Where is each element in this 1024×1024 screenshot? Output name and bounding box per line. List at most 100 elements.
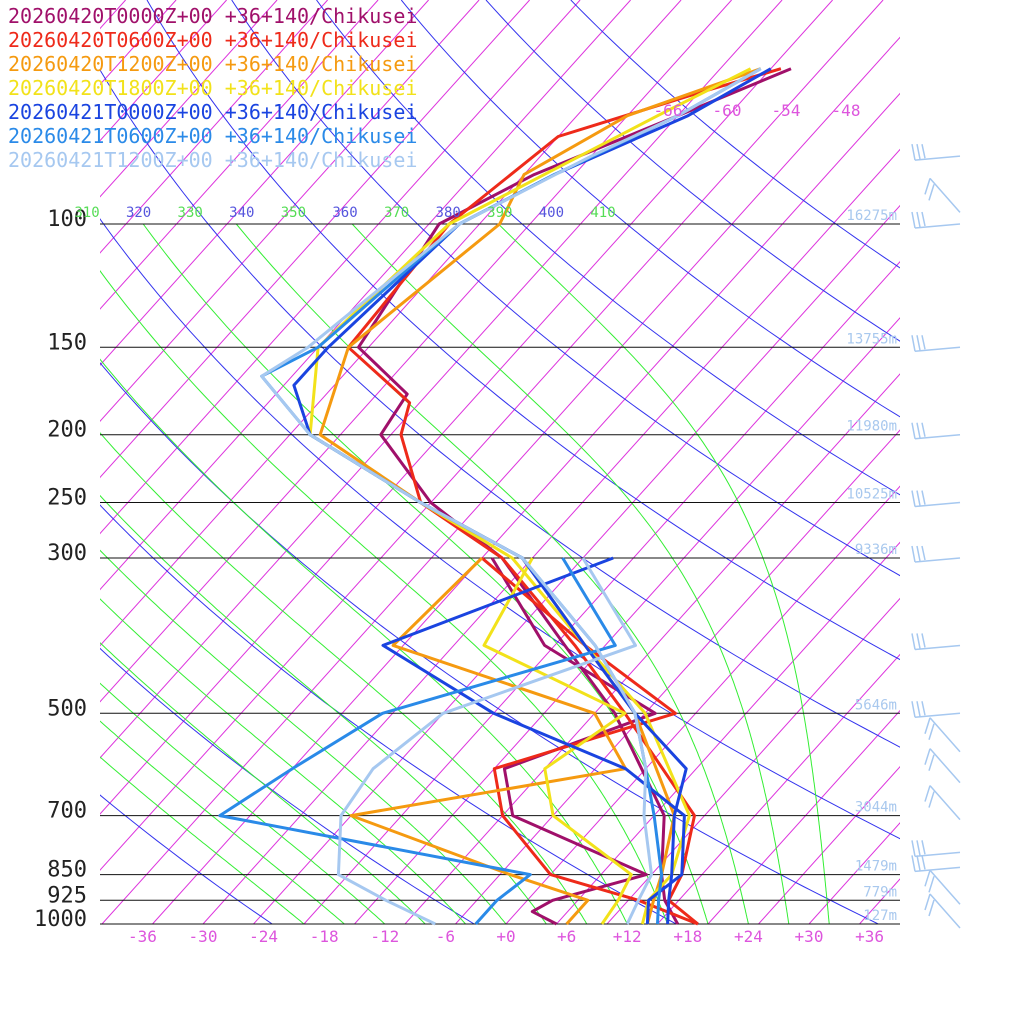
theta-label: 370 (384, 205, 409, 221)
dry-adiabat-line (316, 0, 900, 496)
temperature-tick-label: +18 (673, 927, 702, 946)
wind-barb-icon (911, 701, 961, 719)
temperature-tick-label: -30 (189, 927, 218, 946)
temperature-tick-label: -12 (370, 927, 399, 946)
pressure-tick-label: 100 (47, 207, 87, 232)
isotherm-line (455, 429, 900, 924)
wind-barb-icon (911, 855, 961, 873)
isotherm-line (100, 0, 530, 479)
wind-barb-icon (924, 869, 961, 905)
pressure-tick-label: 300 (47, 541, 87, 566)
theta-label: 310 (74, 205, 99, 221)
moist-adiabat-line (142, 223, 709, 924)
isotherm-line (100, 0, 682, 647)
isotherm-line (758, 766, 900, 924)
legend-entry: 20260420T0000Z+00 +36+140/Chikusei (8, 4, 418, 28)
isotherm-line (707, 709, 900, 924)
height-label: 16275m (846, 208, 897, 224)
isotherm-line (100, 0, 480, 422)
height-label: 779m (863, 884, 897, 900)
wind-barb-icon (924, 177, 961, 213)
dry-adiabat-line (570, 0, 900, 269)
wind-barb-icon (911, 490, 961, 508)
theta-label: 350 (281, 205, 306, 221)
isotherm-line (606, 597, 900, 924)
dry-adiabat-line (100, 647, 475, 924)
dry-adiabat-line (485, 0, 900, 342)
isotherm-line (100, 0, 783, 759)
upper-temperature-label: -66 (654, 101, 683, 120)
dry-adiabat-line (100, 68, 900, 748)
wind-barb-icon (924, 717, 961, 753)
theta-label: 320 (126, 205, 151, 221)
dry-adiabat-line (100, 504, 677, 924)
isotherm-line (101, 36, 900, 924)
isotherm-line (100, 0, 581, 535)
isotherm-line (100, 0, 833, 815)
isotherm-line (859, 878, 900, 924)
height-label: 11980m (846, 419, 897, 435)
moist-adiabat-line (100, 270, 669, 924)
isotherm-line (556, 541, 900, 924)
pressure-tick-label: 1000 (34, 907, 87, 932)
temperature-profile-line (308, 67, 752, 925)
wind-barb-icon (911, 144, 961, 161)
pressure-tick-label: 500 (47, 696, 87, 721)
wind-barb-icon (911, 335, 961, 353)
theta-label: 380 (436, 205, 461, 221)
pressure-tick-label: 250 (47, 486, 87, 511)
isotherm-line (253, 204, 900, 924)
theta-label: 340 (229, 205, 254, 221)
height-label: 3044m (855, 800, 897, 816)
dewpoint-profile-line (381, 556, 686, 925)
isotherm-line (808, 822, 900, 924)
dry-adiabat-line (100, 362, 879, 924)
dry-adiabat-line (146, 0, 900, 661)
wind-barb-icon (924, 785, 961, 821)
temperature-tick-label: +30 (795, 927, 824, 946)
dry-adiabat-line (231, 0, 900, 577)
temperature-tick-label: +6 (557, 927, 576, 946)
wind-barb-icon (911, 211, 961, 229)
legend-entry: 20260421T0000Z+00 +36+140/Chikusei (8, 100, 418, 124)
dewpoint-profile-line (218, 557, 617, 926)
theta-label: 360 (332, 205, 357, 221)
isotherm-line (100, 0, 379, 310)
isotherm-line (657, 653, 900, 924)
wind-barb-icon (911, 840, 961, 858)
isotherm-line (100, 0, 884, 871)
isotherm-line (202, 148, 900, 924)
temperature-profile-line (292, 67, 772, 925)
height-label: 9336m (855, 542, 897, 558)
pressure-tick-label: 850 (47, 858, 87, 883)
legend-entry: 20260421T0600Z+00 +36+140/Chikusei (8, 124, 418, 148)
temperature-tick-label: -6 (436, 927, 455, 946)
temperature-profile-line (260, 67, 762, 925)
isotherm-line (100, 0, 631, 591)
temperature-tick-label: +0 (496, 927, 515, 946)
temperature-tick-label: -36 (128, 927, 157, 946)
theta-label: 400 (539, 205, 564, 221)
moist-adiabat-lines (100, 223, 830, 924)
wind-barb-icon (911, 633, 961, 651)
theta-label: 410 (590, 205, 615, 221)
temperature-tick-label: +36 (855, 927, 884, 946)
upper-temperature-label: -48 (832, 101, 861, 120)
legend-entry: 20260421T1200Z+00 +36+140/Chikusei (8, 148, 418, 172)
wind-barb-icon (911, 545, 961, 563)
temperature-profile-line (357, 67, 792, 925)
dry-adiabat-line (100, 218, 900, 840)
legend-entry: 20260420T1800Z+00 +36+140/Chikusei (8, 76, 418, 100)
temperature-tick-label: +24 (734, 927, 763, 946)
wind-barbs (911, 144, 961, 929)
wind-barb-icon (924, 893, 961, 929)
temperature-tick-label: -18 (310, 927, 339, 946)
sounding-series (218, 67, 792, 926)
isotherm-line (303, 261, 900, 924)
dewpoint-profile-line (482, 557, 633, 925)
legend-entry: 20260420T0600Z+00 +36+140/Chikusei (8, 28, 418, 52)
isotherm-line (100, 0, 328, 254)
moist-adiabat-line (100, 756, 305, 924)
